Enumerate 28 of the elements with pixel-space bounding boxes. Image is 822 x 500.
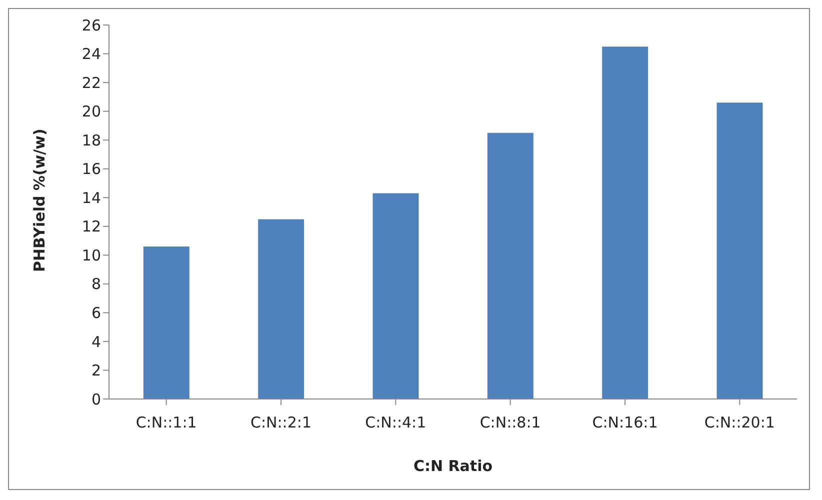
y-tick-label: 2 <box>91 362 101 380</box>
x-axis-title: C:N Ratio <box>413 457 493 475</box>
bar <box>602 46 648 399</box>
bar <box>487 132 534 399</box>
y-tick-label: 6 <box>91 304 101 322</box>
bar <box>143 246 190 399</box>
y-tick-label: 20 <box>82 102 101 121</box>
x-tick-label: C:N::8:1 <box>480 414 541 432</box>
y-tick-label: 16 <box>82 160 101 178</box>
y-tick-label: 24 <box>82 45 101 64</box>
bar <box>258 219 304 399</box>
y-tick-label: 4 <box>91 332 101 351</box>
y-tick-label: 14 <box>82 188 101 207</box>
y-tick-label: 26 <box>82 16 101 34</box>
y-tick-label: 22 <box>82 74 101 92</box>
x-tick-label: C:N::20:1 <box>704 414 775 432</box>
y-tick-label: 12 <box>82 218 101 236</box>
x-tick-label: C:N::4:1 <box>365 414 426 432</box>
x-tick-label: C:N::1:1 <box>136 414 197 432</box>
y-tick-label: 10 <box>82 246 101 264</box>
y-tick-label: 8 <box>91 275 101 294</box>
bar <box>716 102 763 399</box>
x-tick-label: C:N:16:1 <box>592 414 658 432</box>
y-axis-title: PHBYield %(w/w) <box>30 128 48 272</box>
x-tick-label: C:N::2:1 <box>250 414 312 432</box>
bar <box>372 193 419 399</box>
y-tick-label: 0 <box>91 390 101 408</box>
y-tick-label: 18 <box>82 131 101 150</box>
